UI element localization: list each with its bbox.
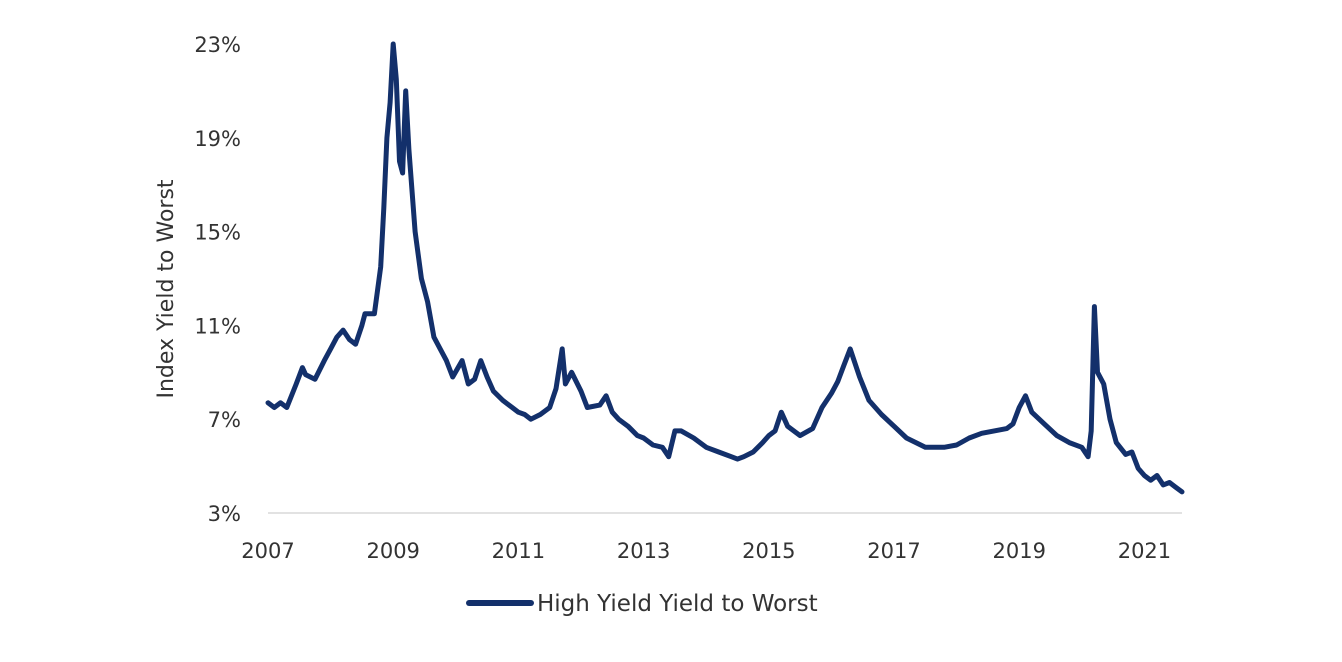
x-axis-tick-labels: 2007 2009 2011 2013 2015 2017 2019 2021	[241, 539, 1171, 563]
x-tick-label: 2021	[1118, 539, 1171, 563]
x-tick-label: 2013	[617, 539, 670, 563]
series-line	[265, 41, 1185, 495]
legend-label: High Yield Yield to Worst	[537, 591, 818, 617]
y-axis-tick-labels: 3% 7% 11% 15% 19% 23%	[194, 33, 241, 526]
y-tick-label: 7%	[208, 408, 241, 432]
x-tick-label: 2017	[867, 539, 920, 563]
series-layer	[265, 41, 1185, 495]
legend: High Yield Yield to Worst	[466, 591, 818, 617]
x-tick-label: 2011	[492, 539, 545, 563]
x-tick-label: 2009	[366, 539, 419, 563]
y-tick-label: 15%	[194, 221, 241, 245]
x-tick-label: 2019	[993, 539, 1046, 563]
y-axis-title: Index Yield to Worst	[154, 179, 179, 398]
x-tick-label: 2015	[742, 539, 795, 563]
y-tick-label: 19%	[194, 127, 241, 151]
y-tick-label: 3%	[208, 502, 241, 526]
y-tick-label: 23%	[194, 33, 241, 57]
x-tick-label: 2007	[241, 539, 294, 563]
y-tick-label: 11%	[194, 314, 241, 338]
